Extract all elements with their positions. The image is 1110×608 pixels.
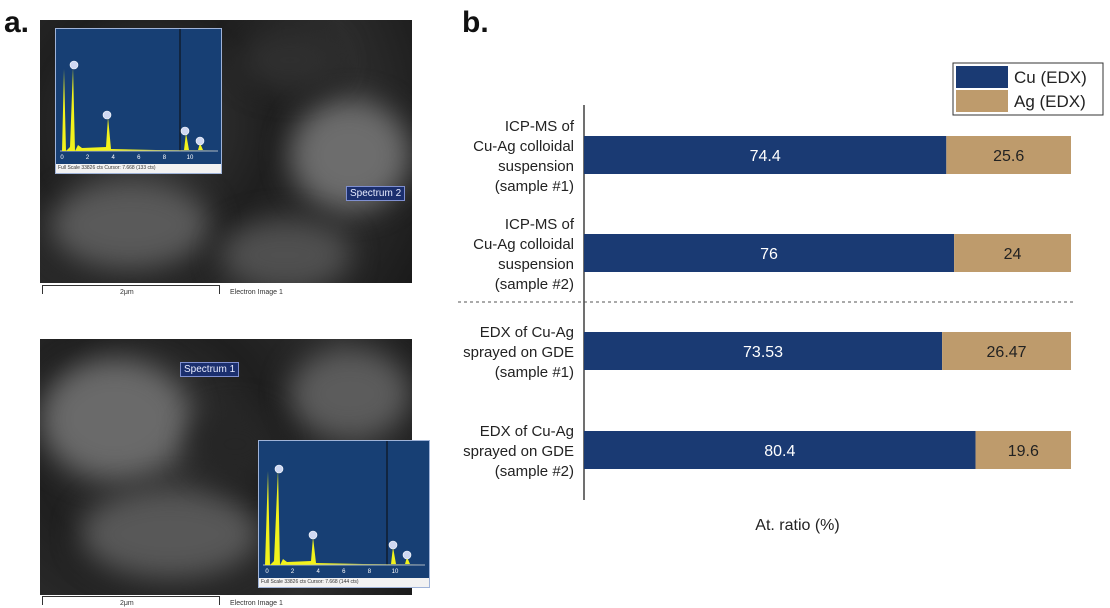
category-label: ICP-MS of Cu-Ag colloidal suspension (sampl… [473,118,575,195]
legend-label: Cu (EDX) [1014,68,1087,87]
spectrum-tag: Spectrum 1 [180,362,240,377]
bar-cu [584,332,943,370]
category-label: EDX of Cu-Ag sprayed on GDE (sample #1) [463,324,574,381]
category-label: ICP-MS of Cu-Ag colloidal suspension (sampl… [473,216,575,293]
bar-value-label: 25.6 [993,148,1024,165]
scale-bar-row-bottom: 2μm Electron Image 1 [40,594,412,608]
bar-ag [954,234,1071,272]
eds-spectrum-footer: Full Scale 33826 cts Cursor: 7.668 (144 … [259,578,429,587]
bar-ag [946,136,1071,174]
legend-swatch [956,66,1008,88]
electron-image-label: Electron Image 1 [230,289,283,296]
bar-value-label: 73.53 [743,344,783,361]
inset-tick-label: 10 [187,155,194,161]
inset-tick-label: 8 [368,569,372,575]
bar-value-label: 74.4 [750,148,781,165]
bar-cu [584,136,947,174]
bar-cu [584,234,955,272]
electron-image-label: Electron Image 1 [230,600,283,607]
scale-bar [42,285,220,294]
bar-ag [942,332,1071,370]
category-label: EDX of Cu-Ag sprayed on GDE (sample #2) [463,423,574,480]
eds-spectrum-inset-top: 0 2 4 6 8 10 Full Scale 33826 cts Cursor: 7.6… [55,28,222,174]
eds-spectrum-plot: 0 2 4 6 8 10 [263,441,425,575]
bar-value-label: 76 [760,246,778,263]
inset-tick-label: 8 [163,155,167,161]
bar-value-label: 24 [1004,246,1022,263]
sem-image-top [40,20,412,283]
bar-value-label: 26.47 [987,344,1027,361]
scale-bar [42,596,220,605]
stacked-bar-chart: ICP-MS of Cu-Ag colloidal suspension (sampl… [458,62,1104,534]
inset-tick-label: 0 [265,569,269,575]
scale-bar-label: 2μm [120,289,134,296]
inset-tick-label: 4 [112,155,116,161]
legend-swatch [956,90,1008,112]
inset-tick-label: 10 [392,569,399,575]
bar-ag [975,431,1071,469]
bar-value-label: 80.4 [764,443,795,460]
inset-tick-label: 6 [137,155,141,161]
inset-tick-label: 2 [291,569,295,575]
inset-tick-label: 4 [317,569,321,575]
bar-cu [584,431,976,469]
eds-spectrum-plot: 0 2 4 6 8 10 [60,29,218,161]
legend-label: Ag (EDX) [1014,92,1086,111]
scale-bar-label: 2μm [120,600,134,607]
inset-tick-label: 0 [60,155,64,161]
eds-spectrum-footer: Full Scale 33826 cts Cursor: 7.668 (133 … [56,164,221,173]
x-axis-label: At. ratio (%) [755,517,839,534]
panel-b-label: b. [462,6,489,39]
inset-tick-label: 2 [86,155,90,161]
spectrum-tag: Spectrum 2 [346,186,406,201]
bar-value-label: 19.6 [1008,443,1039,460]
eds-spectrum-inset-bottom: 0 2 4 6 8 10 Full Scale 33826 cts Cursor: 7.6… [258,440,430,588]
panel-a-label: a. [4,6,30,39]
scale-bar-row-top: 2μm Electron Image 1 [40,283,412,297]
inset-tick-label: 6 [342,569,346,575]
